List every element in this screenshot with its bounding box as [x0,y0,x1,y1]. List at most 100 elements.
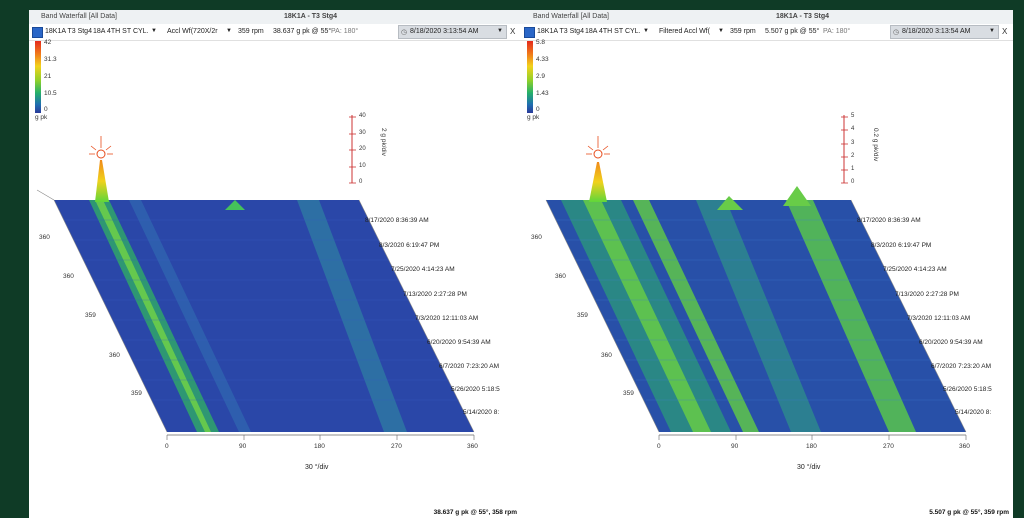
x-tick-label: 90 [731,443,739,450]
ridge-band [696,200,821,432]
rpm-readout: 359 rpm [238,28,264,35]
colorbar-label: 1.43 [536,90,549,97]
peak-readout: 5.507 g pk @ 55° [765,28,820,35]
timestamp-label: 6/7/2020 7:23:20 AM [439,363,499,370]
z-scale-label: 20 [359,146,366,152]
z-scale-label: 40 [359,113,366,119]
source-select[interactable]: 18K1A T3 Stg4 [45,28,92,35]
close-icon[interactable]: X [1002,27,1008,36]
chevron-down-icon[interactable]: ▼ [643,28,649,34]
colorbar-label: 5.8 [536,39,546,46]
window-title: Band Waterfall [All Data] [41,13,117,20]
y-axis-label: 359 [131,390,142,397]
timestamp-label: 7/13/2020 2:27:28 PM [895,291,959,298]
timestamp-label: 6/20/2020 9:54:39 AM [919,339,983,346]
surface-lines [556,219,951,401]
z-scale-ticks [841,116,848,184]
y-axis-label: 360 [555,273,566,280]
date-value: 8/18/2020 3:13:54 AM [902,28,971,35]
colorbar-unit: g pk [35,114,48,121]
chevron-down-icon[interactable]: ▼ [226,28,232,34]
x-tick-label: 0 [657,443,661,450]
y-axis-label: 360 [63,273,74,280]
surface-lines [64,219,459,401]
z-scale-label: 0 [359,179,363,185]
colorbar [527,41,533,113]
z-scale-label: 30 [359,130,366,136]
measurement-select[interactable]: Filtered Accl Wf( [659,28,710,35]
z-scale-ticks [349,116,356,184]
timestamp-label: 7/13/2020 2:27:28 PM [403,291,467,298]
ridge-band [95,200,211,432]
timestamp-label: 6/7/2020 7:23:20 AM [931,363,991,370]
colorbar-label: 4.33 [536,56,549,63]
colorbar-label: 10.5 [44,90,57,97]
window-center-title: 18K1A - T3 Stg4 [284,13,338,20]
waterfall-plot [36,115,475,440]
plot-toolbar: 18K1A T3 Stg4 18A 4TH ST CYL. ▼ Accl Wf(… [29,24,521,41]
z-scale-title: 0.2 g pk/div [872,128,879,162]
timestamp-label: 5/14/2020 8: [463,409,500,416]
chevron-down-icon[interactable]: ▼ [151,28,157,34]
ridge-band [633,200,759,432]
timestamp-label: 5/14/2020 8: [955,409,992,416]
colorbar [35,41,41,113]
z-scale-label: 1 [851,166,855,172]
timestamp-label: 7/3/2020 12:11:03 AM [415,315,479,322]
small-peak [225,200,245,210]
timestamp-label: 8/3/2020 6:19:47 PM [379,242,440,249]
chevron-down-icon[interactable]: ▼ [718,28,724,34]
window-center-title: 18K1A - T3 Stg4 [776,13,830,20]
colorbar-label: 31.3 [44,56,57,63]
colorbar-unit: g pk [527,114,540,121]
status-readout: 5.507 g pk @ 55°, 359 rpm [929,509,1009,516]
window-title: Band Waterfall [All Data] [533,13,609,20]
date-value: 8/18/2020 3:13:54 AM [410,28,479,35]
colorbar-label: 2.9 [536,73,546,80]
x-tick-label: 360 [467,443,478,450]
timestamp-label: 8/17/2020 8:36:39 AM [365,217,429,224]
source-select[interactable]: 18K1A T3 Stg4 [537,28,584,35]
y-axis-label: 359 [85,312,96,319]
z-scale-label: 4 [851,126,855,132]
timestamp-label: 7/25/2020 4:14:23 AM [391,266,455,273]
timestamp-label: 5/26/2020 5:18:5 [943,386,992,393]
peak-spike [95,160,109,202]
chevron-down-icon: ▼ [989,28,995,34]
date-select[interactable]: ◷ 8/18/2020 3:13:54 AM ▼ [890,25,999,39]
status-readout: 38.637 g pk @ 55°, 358 rpm [433,509,517,516]
x-tick-label: 360 [959,443,970,450]
timestamp-label: 7/25/2020 4:14:23 AM [883,266,947,273]
right-waterfall-panel: Band Waterfall [All Data] 18K1A - T3 Stg… [521,10,1013,518]
timestamp-label: 8/3/2020 6:19:47 PM [871,242,932,249]
measurement-select[interactable]: Accl Wf(720X/2r [167,28,218,35]
x-axis-title: 30 °/div [797,464,821,471]
waterfall-plot [545,115,967,440]
date-select[interactable]: ◷ 8/18/2020 3:13:54 AM ▼ [398,25,507,39]
x-tick-label: 90 [239,443,247,450]
close-icon[interactable]: X [510,27,516,36]
z-scale-label: 3 [851,140,855,146]
colorbar-label: 42 [44,39,52,46]
z-scale-title: 2 g pk/div [380,128,387,156]
waveform-icon[interactable] [524,27,535,38]
small-peak [783,186,811,206]
chevron-down-icon: ▼ [497,28,503,34]
x-tick-label: 180 [806,443,817,450]
point-select[interactable]: 18A 4TH ST CYL. [93,28,149,35]
waveform-icon[interactable] [32,27,43,38]
clock-icon: ◷ [401,29,408,36]
peak-marker-rays [586,136,610,155]
peak-marker-rays [89,136,113,155]
small-peak [717,196,743,210]
y-axis-label: 359 [623,390,634,397]
ridge-band [297,200,407,432]
timestamp-label: 6/20/2020 9:54:39 AM [427,339,491,346]
x-tick-label: 180 [314,443,325,450]
pa-readout: PA: 180° [331,28,359,35]
point-select[interactable]: 18A 4TH ST CYL. [585,28,641,35]
plot-toolbar: 18K1A T3 Stg4 18A 4TH ST CYL. ▼ Filtered… [521,24,1013,41]
colorbar-label: 0 [536,106,540,113]
x-tick-label: 270 [883,443,894,450]
clock-icon: ◷ [893,29,900,36]
